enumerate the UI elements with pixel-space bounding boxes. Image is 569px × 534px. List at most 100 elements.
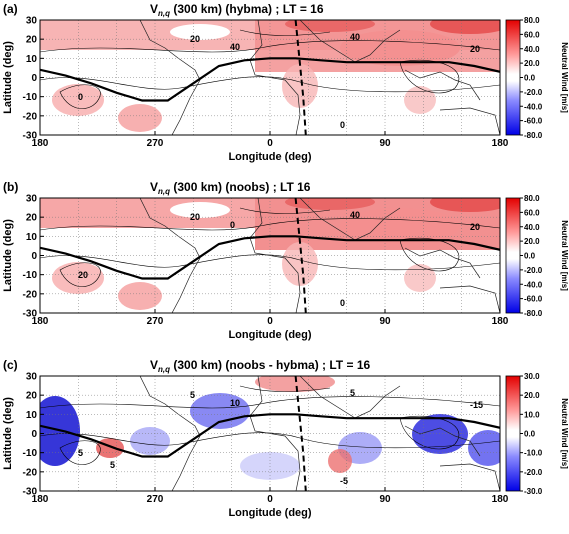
x-tick-label: 0	[267, 494, 273, 505]
panel-letter: (c)	[3, 358, 18, 372]
colorbar-tick-label: 10.0	[524, 410, 540, 419]
title-main: V	[150, 2, 158, 16]
colorbar-tick-label: -10.0	[524, 449, 543, 458]
magnetic-equator-line	[40, 57, 500, 102]
y-axis-label: Latitude (deg)	[2, 397, 14, 470]
chart-title: Vn,q (300 km) (hybma) ; LT = 16	[150, 2, 324, 18]
y-axis-label: Latitude (deg)	[2, 219, 14, 292]
fill-pos-south	[328, 449, 352, 473]
y-tick-label: -10	[23, 92, 38, 103]
coastlines	[139, 198, 500, 313]
coastline-americas	[139, 376, 201, 491]
coastline-eurasia	[299, 376, 401, 419]
panel-letter: (b)	[3, 180, 18, 194]
colorbar-tick-label: -30.0	[524, 487, 543, 496]
colorbar-tick-label: -60.0	[524, 295, 543, 304]
y-tick-label: 0	[31, 73, 37, 84]
magnetic-equator-line	[40, 413, 500, 458]
contour-label: 5	[110, 460, 115, 470]
coastline-indonesia	[404, 69, 481, 101]
coastline-eurasia	[299, 198, 401, 241]
colorbar-tick-label: -60.0	[524, 117, 543, 126]
contour-label: 10	[230, 398, 240, 408]
contour-line	[239, 207, 331, 214]
coastline-indonesia	[404, 247, 481, 279]
y-tick-label: -20	[23, 467, 38, 478]
colorbar-tick-label: -20.0	[524, 468, 543, 477]
coastline-australia	[439, 285, 500, 313]
contour-label: 5	[350, 388, 355, 398]
colorbar	[505, 197, 521, 314]
colorbar-label: Neutral Wind [m/s]	[560, 42, 569, 113]
fill-max-east	[430, 20, 500, 34]
contour-label: 20	[470, 44, 480, 54]
colorbar-tick-label: 0.0	[524, 74, 536, 83]
fill-dipole-edge	[468, 430, 500, 466]
contour-line	[40, 432, 500, 449]
coastline-australia	[439, 107, 500, 135]
colorbar-tick-label: 20.0	[524, 59, 540, 68]
x-tick-label: 180	[32, 138, 49, 149]
x-tick-label: 270	[147, 138, 164, 149]
fill-south-west	[52, 262, 104, 294]
y-tick-label: 20	[26, 391, 38, 402]
x-tick-label: 180	[492, 494, 509, 505]
field-layer: 0 20 20 40 20 0	[40, 198, 500, 313]
grid	[40, 198, 500, 313]
colorbar-tick-label: 60.0	[524, 30, 540, 39]
y-tick-label: -20	[23, 111, 38, 122]
colorbar-tick-label: -20.0	[524, 88, 543, 97]
y-tick-label: 0	[31, 429, 37, 440]
contour-label: 20	[78, 270, 88, 280]
panel-c: (c) Vn,q (300 km) (noobs - hybma) ; LT = …	[2, 358, 569, 519]
fill-south-america	[118, 282, 162, 310]
fill-neg-mid	[130, 427, 170, 455]
colorbar-tick-label: 0.0	[524, 252, 536, 261]
x-axis-label: Longitude (deg)	[228, 151, 311, 163]
y-tick-label: -30	[23, 309, 38, 320]
colorbar-tick-label: 30.0	[524, 372, 540, 381]
coastline-americas	[139, 20, 201, 135]
contour-line	[239, 385, 331, 392]
y-tick-label: -20	[23, 289, 38, 300]
contour-line	[40, 396, 500, 409]
coastline-australia	[439, 463, 500, 491]
panel-b: (b) Vn,q (300 km) (noobs) ; LT 16 0 20 20 40 2…	[2, 180, 569, 341]
colorbar	[505, 375, 521, 492]
x-axis-label: Longitude (deg)	[228, 329, 311, 341]
y-tick-label: 20	[26, 35, 38, 46]
contour-label: 0	[340, 120, 345, 130]
y-tick-label: 0	[31, 251, 37, 262]
contour-label: 5	[78, 448, 83, 458]
contour-label: 0	[230, 220, 235, 230]
contour-lines	[40, 207, 500, 287]
y-tick-label: 30	[26, 194, 38, 205]
fill-pos-north	[255, 376, 335, 392]
contour-label: 40	[230, 42, 240, 52]
contour-lines	[40, 29, 500, 109]
y-tick-label: 20	[26, 213, 38, 224]
fill-south-america	[118, 104, 162, 132]
y-tick-label: 30	[26, 16, 38, 27]
y-tick-label: -10	[23, 448, 38, 459]
colorbar-tick-label: 40.0	[524, 45, 540, 54]
contour-line	[239, 29, 331, 36]
title-sub: n,q	[158, 365, 170, 374]
title-rest: (300 km) (noobs) ; LT 16	[170, 180, 311, 194]
colorbar-label: Neutral Wind [m/s]	[560, 398, 569, 469]
x-tick-label: 90	[379, 494, 391, 505]
chart-title: Vn,q (300 km) (noobs) ; LT 16	[150, 180, 311, 196]
y-tick-label: -30	[23, 487, 38, 498]
colorbar-tick-label: 80.0	[524, 194, 540, 203]
colorbar-tick-label: -80.0	[524, 131, 543, 140]
colorbar-tick-label: -80.0	[524, 309, 543, 318]
coastlines	[139, 20, 500, 135]
y-tick-label: -30	[23, 131, 38, 142]
contour-line	[40, 40, 500, 53]
coastline-americas	[139, 198, 201, 313]
contour-label: 40	[350, 210, 360, 220]
title-sub: n,q	[158, 187, 170, 196]
x-tick-label: 90	[379, 316, 391, 327]
panel-letter: (a)	[3, 2, 18, 16]
contour-lines	[40, 385, 500, 465]
